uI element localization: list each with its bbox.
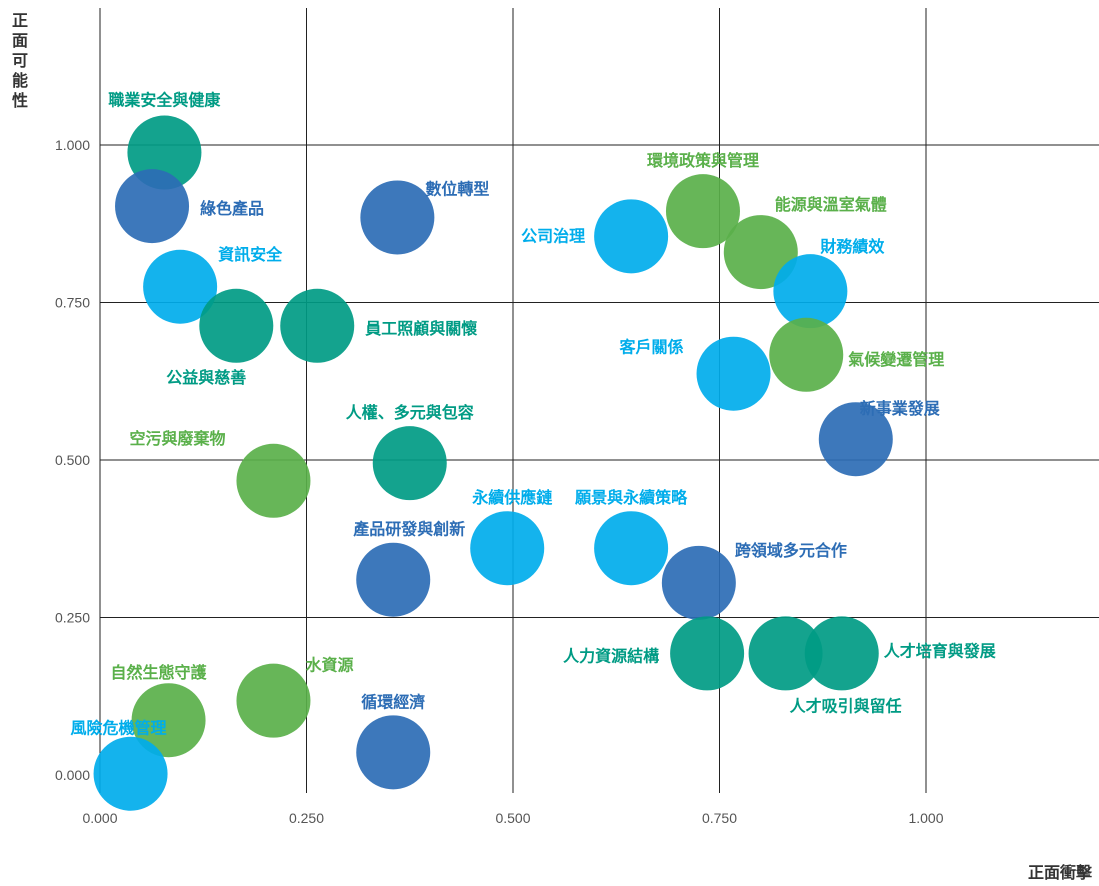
bubble-navy (360, 180, 435, 255)
bubble-teal (372, 426, 447, 501)
bubble-teal (748, 616, 823, 691)
bubble-label: 人才培育與發展 (884, 641, 997, 660)
bubble-label: 氣候變遷管理 (848, 350, 944, 369)
x-tick-label: 0.250 (289, 810, 324, 826)
y-axis-title: 正面可能性 (12, 11, 28, 110)
y-tick-label: 0.000 (55, 767, 90, 783)
bubble-navy (115, 169, 190, 244)
bubble-green (665, 174, 740, 249)
bubble-label: 財務績效 (820, 237, 884, 256)
bubble-cyan (93, 736, 168, 811)
bubble-label: 職業安全與健康 (108, 91, 221, 110)
bubble-label: 資訊安全 (218, 245, 283, 264)
y-tick-label: 1.000 (55, 137, 90, 153)
bubble-label: 能源與溫室氣體 (775, 195, 887, 214)
y-tick-labels: 0.000 0.250 0.500 0.750 1.000 (55, 137, 90, 783)
bubble-label: 環境政策與管理 (647, 151, 759, 170)
bubble-label: 空污與廢棄物 (129, 429, 225, 448)
bubble-teal (199, 288, 274, 363)
y-tick-label: 0.500 (55, 452, 90, 468)
bubble-label: 客戶關係 (620, 338, 684, 357)
bubble-green (236, 443, 311, 518)
y-tick-label: 0.750 (55, 295, 90, 311)
x-tick-label: 0.000 (82, 810, 117, 826)
bubble-label: 公益與慈善 (166, 368, 246, 387)
x-tick-label: 1.000 (908, 810, 943, 826)
bubble-navy (818, 402, 893, 477)
bubble-navy (661, 545, 736, 620)
bubble-cyan (696, 336, 771, 411)
bubble-teal (670, 616, 745, 691)
y-tick-label: 0.250 (55, 610, 90, 626)
bubble-cyan (470, 511, 545, 586)
bubble-teal (804, 616, 879, 691)
bubble-label: 產品研發與創新 (353, 520, 465, 539)
bubble-label: 跨領域多元合作 (735, 541, 847, 560)
bubble-label: 願景與永續策略 (575, 488, 688, 507)
bubble-label: 自然生態守護 (111, 663, 208, 682)
x-tick-label: 0.500 (495, 810, 530, 826)
x-tick-labels: 0.000 0.250 0.500 0.750 1.000 (82, 810, 943, 826)
bubble-label: 水資源 (305, 656, 353, 675)
bubble-green (236, 663, 311, 738)
bubble-label: 永續供應鏈 (471, 488, 552, 507)
bubble-cyan (143, 249, 218, 324)
x-tick-label: 0.750 (702, 810, 737, 826)
bubble-label: 新事業發展 (860, 399, 941, 418)
bubble-label: 員工照顧與關懷 (364, 319, 477, 338)
bubble-label: 人才吸引與留任 (790, 696, 902, 715)
bubble-cyan (773, 254, 848, 329)
bubble-label: 綠色產品 (200, 199, 264, 218)
bubble-cyan (594, 199, 669, 274)
bubble-navy (356, 715, 431, 790)
bubbles (93, 115, 893, 811)
bubble-label: 風險危機管理 (71, 719, 167, 738)
x-axis-title: 正面衝擊 (1028, 863, 1093, 882)
bubble-green (769, 317, 844, 392)
bubble-label: 循環經濟 (361, 692, 425, 711)
bubble-label: 公司治理 (521, 226, 585, 245)
bubble-green (723, 215, 798, 290)
bubble-label: 人權、多元與包容 (346, 403, 474, 422)
bubble-label: 人力資源結構 (563, 646, 659, 665)
bubble-cyan (594, 511, 669, 586)
bubble-teal (280, 288, 355, 363)
bubble-label: 數位轉型 (425, 179, 489, 198)
bubble-green (131, 683, 206, 758)
bubble-navy (356, 542, 431, 617)
